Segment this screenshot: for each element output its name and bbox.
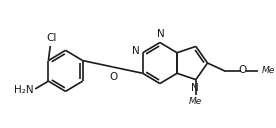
Text: Me: Me bbox=[261, 66, 275, 75]
Text: Me: Me bbox=[189, 97, 203, 106]
Text: N: N bbox=[132, 46, 140, 56]
Text: N: N bbox=[157, 29, 165, 39]
Text: N: N bbox=[191, 83, 199, 93]
Text: Cl: Cl bbox=[46, 33, 56, 43]
Text: O: O bbox=[110, 72, 118, 82]
Text: H₂N: H₂N bbox=[14, 85, 33, 95]
Text: O: O bbox=[238, 65, 246, 75]
